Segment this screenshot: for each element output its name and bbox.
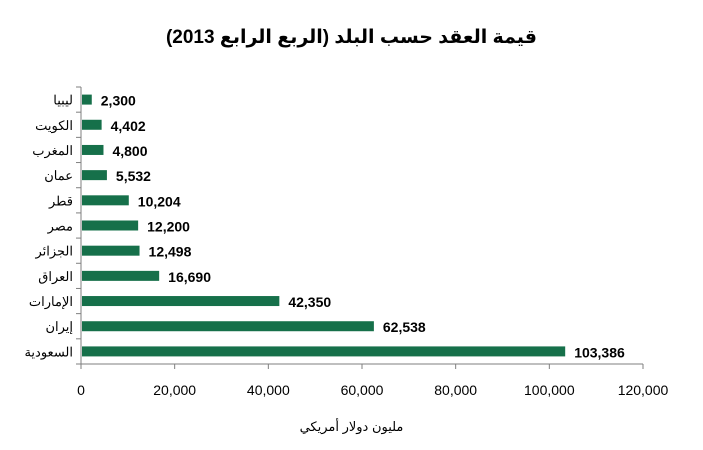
data-label: 4,800	[112, 143, 147, 159]
bar	[82, 270, 160, 281]
category-label: قطر	[48, 193, 73, 209]
data-label: 103,386	[574, 344, 625, 360]
x-tick-label: 120,000	[618, 382, 669, 398]
bar	[82, 220, 139, 231]
data-label: 12,498	[149, 244, 192, 260]
data-label: 12,200	[147, 219, 190, 235]
bar	[82, 144, 104, 155]
bar	[82, 170, 107, 181]
category-label: الكويت	[35, 118, 73, 134]
bars-layer: 2,300 4,402 4,800 5,532 10,204 12,200 12,498 16…	[82, 93, 625, 360]
bar	[82, 119, 102, 130]
category-label: مصر	[47, 219, 73, 235]
x-tick-label: 80,000	[434, 382, 477, 398]
category-label: المغرب	[32, 143, 73, 159]
axes-layer: 0 20,000 40,000 60,000 80,000 100,000 120,000 ل…	[24, 86, 669, 398]
data-label: 5,532	[116, 168, 151, 184]
bar	[82, 94, 92, 105]
data-label: 10,204	[138, 193, 181, 209]
data-label: 62,538	[383, 319, 426, 335]
category-label: إيران	[45, 319, 73, 335]
x-tick-label: 0	[77, 382, 85, 398]
category-label: الجزائر	[34, 244, 73, 260]
data-label: 16,690	[168, 269, 211, 285]
data-label: 2,300	[101, 93, 136, 109]
category-label: العراق	[38, 269, 73, 285]
x-tick-label: 40,000	[247, 382, 290, 398]
bar	[82, 296, 280, 307]
x-tick-label: 60,000	[341, 382, 384, 398]
chart-title: قيمة العقد حسب البلد (الربع الرابع 2013)	[165, 27, 538, 48]
category-label: السعودية	[24, 344, 73, 360]
bar	[82, 346, 566, 357]
x-tick-label: 20,000	[153, 382, 196, 398]
x-axis-title: مليون دولار أمريكي	[299, 419, 404, 434]
category-label: عمان	[44, 168, 73, 183]
category-label: ليبيا	[53, 93, 73, 108]
category-label: الإمارات	[29, 294, 73, 310]
x-tick-label: 100,000	[524, 382, 575, 398]
bar	[82, 321, 374, 332]
bar	[82, 195, 129, 206]
bar	[82, 245, 140, 256]
data-label: 4,402	[111, 118, 146, 134]
data-label: 42,350	[288, 294, 331, 310]
